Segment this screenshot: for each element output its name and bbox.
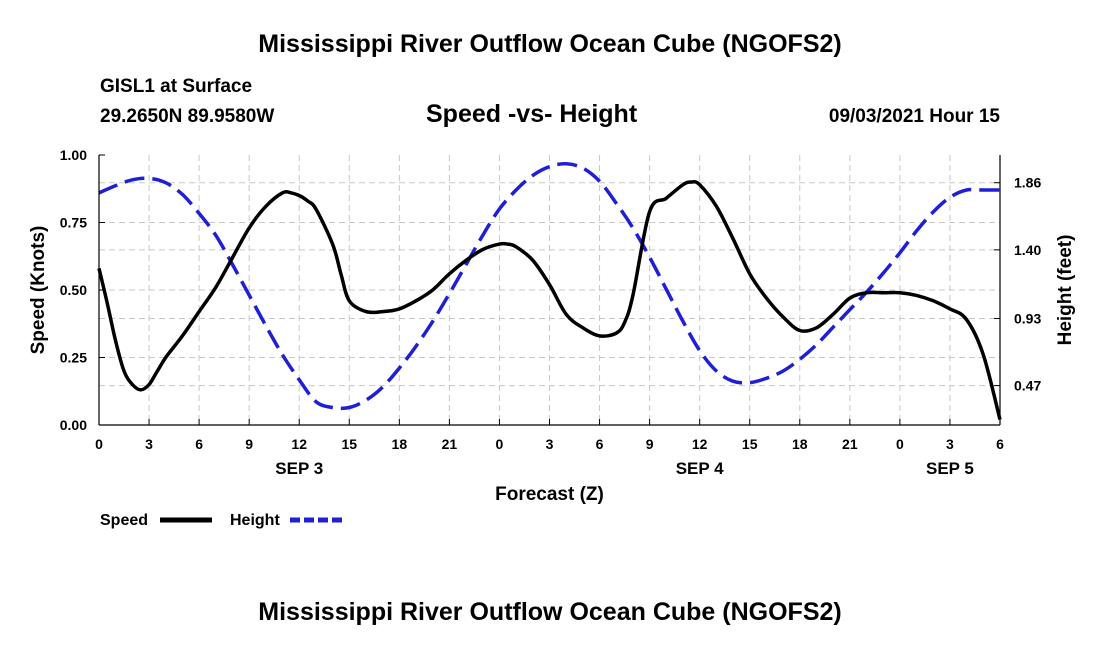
series-lines [97,162,1002,421]
chart-subtitle: Speed -vs- Height [426,100,638,128]
x-tick-label: 6 [195,436,203,452]
grid-lines [99,155,1000,425]
legend-speed-label: Speed [100,512,148,529]
date-label: SEP 3 [275,459,323,478]
axes: 0 3 6 9 12 15 18 21 0 3 6 9 12 15 18 21 0 3 6 SEP 3 SEP 4 SEP… [28,147,1076,505]
x-tick-label: 0 [95,436,103,452]
series-speed-line [97,180,1002,421]
forecast-datetime: 09/03/2021 Hour 15 [828,106,1000,127]
chart-title: Mississippi River Outflow Ocean Cube (NG… [258,30,842,58]
footer-title: Mississippi River Outflow Ocean Cube (NG… [258,598,842,626]
y-right-tick-label: 0.93 [1014,310,1041,326]
x-tick-label: 0 [496,436,504,452]
series-height-line [98,162,1000,411]
x-tick-label: 21 [842,436,858,452]
legend: Speed Height [100,512,342,529]
station-label: GISL1 at Surface [100,76,253,97]
y-tick-label: 0.50 [60,282,87,298]
date-label: SEP 4 [676,459,724,478]
x-axis-title: Forecast (Z) [495,484,604,505]
x-tick-label: 18 [392,436,408,452]
x-tick-label: 9 [646,436,654,452]
x-tick-label: 6 [596,436,604,452]
date-label: SEP 5 [926,459,974,478]
x-tick-label: 18 [792,436,808,452]
y-axis-title-right: Height (feet) [1055,235,1076,346]
y-right-tick-label: 1.40 [1014,242,1041,258]
y-right-tick-label: 1.86 [1014,175,1041,191]
x-tick-label: 6 [996,436,1004,452]
y-tick-label: 0.00 [60,417,87,433]
x-tick-label: 3 [546,436,554,452]
x-tick-label: 9 [245,436,253,452]
y-right-tick-label: 0.47 [1014,378,1041,394]
y-tick-label: 0.75 [60,215,87,231]
y-axis-title-left: Speed (Knots) [28,226,49,355]
x-tick-label: 21 [442,436,458,452]
y-tick-label: 1.00 [60,147,87,163]
station-coords: 29.2650N 89.9580W [100,106,275,127]
x-tick-label: 15 [341,436,357,452]
x-tick-label: 3 [946,436,954,452]
x-tick-label: 12 [291,436,307,452]
x-tick-label: 3 [145,436,153,452]
x-tick-label: 15 [742,436,758,452]
legend-height-label: Height [230,512,280,529]
y-tick-label: 0.25 [60,350,87,366]
x-tick-label: 0 [896,436,904,452]
x-tick-label: 12 [692,436,708,452]
